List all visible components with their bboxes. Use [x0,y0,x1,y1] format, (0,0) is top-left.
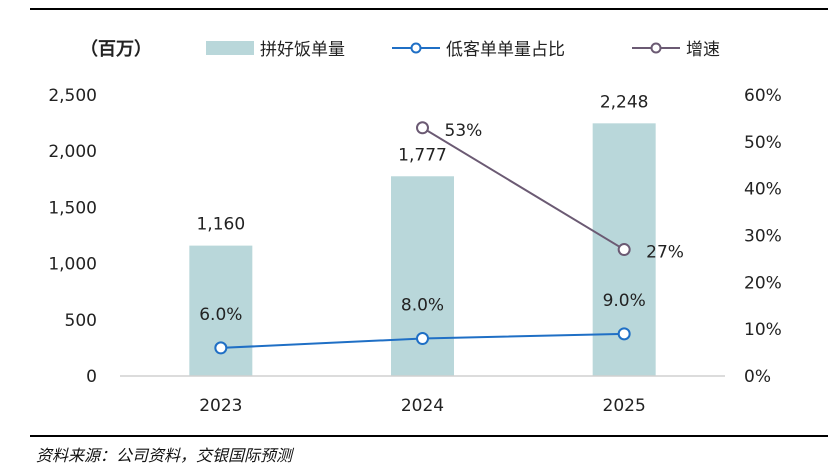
y-right-tick-label: 60% [744,86,782,106]
x-tick-label: 2024 [401,396,444,416]
legend-growth: 增速 [632,35,720,60]
y-left-tick-label: 0 [86,367,97,387]
legend-bar: 拼好饭单量 [206,35,345,60]
line-data-label: 8.0% [401,296,444,316]
bottom-rule [30,435,828,437]
legend-low-ratio: 低客单单量占比 [392,35,565,60]
series-line-2 [421,126,625,251]
line-point [214,341,228,355]
legend-swatch-growth [632,42,680,53]
line-point [617,327,631,341]
x-tick-label: 2023 [199,396,242,416]
y-left-tick-label: 2,500 [48,86,97,106]
y-right-tick-label: 40% [744,180,782,200]
y-left-tick-label: 500 [65,311,97,331]
line-data-label: 27% [646,243,684,263]
line-point [617,243,631,257]
bar-data-label: 1,160 [196,215,245,235]
y-right-tick-label: 10% [744,320,782,340]
line-point [416,121,429,135]
y-left-tick-label: 1,500 [48,198,97,218]
source-note: 资料来源：公司资料，交银国际预测 [36,446,293,465]
y-left-tick-label: 2,000 [48,142,97,162]
line-data-label: 6.0% [199,305,242,325]
bar [391,176,454,376]
legend-swatch-low-ratio [392,42,440,53]
line-point [416,332,429,346]
y-right-tick-label: 50% [744,133,782,153]
x-tick-label: 2025 [603,396,646,416]
legend-label-low-ratio: 低客单单量占比 [446,40,565,60]
line-data-label: 9.0% [603,291,646,311]
legend-swatch-bar [206,40,254,55]
legend-label-growth: 增速 [686,40,720,60]
y-right-tick-label: 20% [744,273,782,293]
legend-label-bar: 拼好饭单量 [260,40,345,60]
unit-label: （百万） [80,39,152,60]
bar-data-label: 2,248 [600,92,649,112]
bar-data-label: 1,777 [398,145,447,165]
y-right-tick-label: 30% [744,227,782,247]
line-data-label: 53% [445,121,483,141]
y-left-tick-label: 1,000 [48,255,97,275]
y-right-tick-label: 0% [744,367,771,387]
top-rule [30,8,828,10]
